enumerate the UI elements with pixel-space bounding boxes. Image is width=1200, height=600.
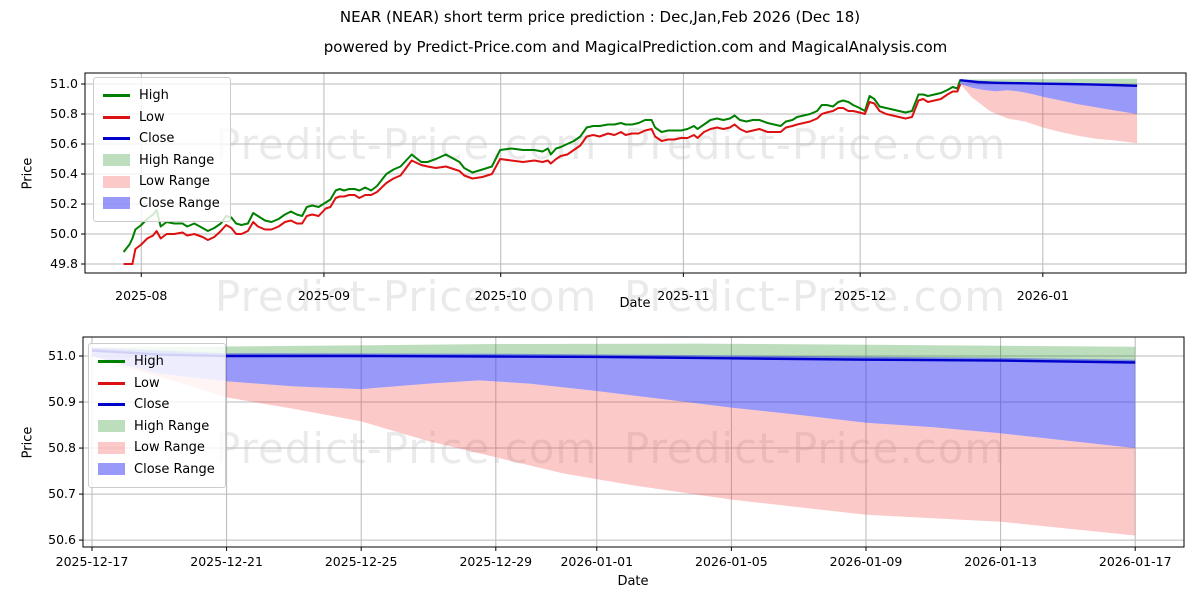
chart-subtitle: powered by Predict-Price.com and Magical… [323, 38, 948, 56]
legend-item: Low [98, 373, 215, 395]
legend-item: Close [98, 394, 215, 416]
legend-item: Close Range [98, 459, 215, 481]
y-axis-label-bottom: Price [20, 426, 36, 459]
legend-label: Close [134, 397, 170, 413]
legend-line-swatch [98, 381, 125, 385]
legend-label: High [134, 354, 164, 370]
legend-label: High Range [139, 152, 215, 168]
figure-title: NEAR (NEAR) short term price prediction … [339, 8, 861, 26]
legend-fill-swatch [103, 175, 130, 188]
legend-label: Close [139, 131, 175, 147]
watermark-text: Predict-Price.com [624, 272, 1007, 321]
legend-item: Close [103, 128, 220, 150]
series-line [122, 79, 962, 253]
series-line [960, 79, 1138, 87]
legend-label: Low Range [134, 440, 205, 456]
legend-item: High Range [103, 150, 220, 172]
legend-label: Close Range [134, 461, 215, 477]
legend-line-swatch [98, 360, 125, 364]
legend-fill-swatch [98, 463, 125, 476]
legend-item: High [103, 85, 220, 107]
legend-bottom-chart: High Low Close High Range Low Range Close Ran… [88, 343, 226, 488]
watermark-text: Predict-Price.com [215, 272, 598, 321]
legend-line-swatch [103, 94, 130, 98]
legend-fill-swatch [103, 197, 130, 210]
legend-line-swatch [98, 403, 125, 407]
legend-line-swatch [103, 115, 130, 119]
legend-label: Low [134, 375, 160, 391]
legend-item: Close Range [103, 193, 220, 215]
x-axis-label-top: Date [619, 296, 651, 311]
legend-item: Low Range [103, 171, 220, 193]
legend-item: Low [103, 107, 220, 129]
legend-item: Low Range [98, 437, 215, 459]
legend-label: High [139, 88, 169, 104]
y-axis-label-top: Price [20, 157, 36, 190]
legend-top-chart: High Low Close High Range Low Range Close Ran… [93, 77, 231, 222]
legend-item: High [98, 351, 215, 373]
legend-item: High Range [98, 416, 215, 438]
legend-line-swatch [103, 137, 130, 141]
legend-label: High Range [134, 418, 210, 434]
legend-fill-swatch [103, 154, 130, 167]
legend-fill-swatch [98, 441, 125, 454]
x-axis-label-bottom: Date [617, 574, 649, 589]
series-line [123, 83, 962, 265]
legend-label: Low Range [139, 174, 210, 190]
legend-label: Low [139, 109, 165, 125]
legend-label: Close Range [139, 195, 220, 211]
legend-fill-swatch [98, 420, 125, 433]
